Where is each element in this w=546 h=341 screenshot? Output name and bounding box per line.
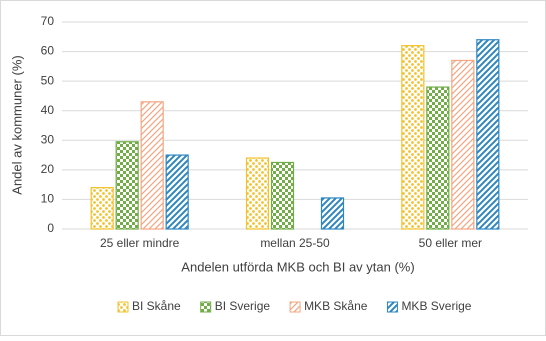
bar xyxy=(451,59,475,230)
bar xyxy=(115,141,139,230)
legend-swatch xyxy=(200,301,212,313)
legend-label: MKB Sverige xyxy=(401,299,471,313)
bar xyxy=(90,187,114,230)
bar xyxy=(245,157,270,230)
legend-label: BI Sverige xyxy=(215,299,271,313)
legend-swatch xyxy=(117,301,129,313)
x-tick-label: mellan 25-50 xyxy=(260,236,330,250)
bar xyxy=(426,86,450,230)
bar xyxy=(140,101,164,230)
x-tick-label: 25 eller mindre xyxy=(100,236,180,250)
legend-swatch xyxy=(289,301,301,313)
bar xyxy=(401,45,425,230)
legend-label: MKB Skåne xyxy=(304,299,368,313)
bar xyxy=(476,39,500,230)
x-tick-label: 50 eller mer xyxy=(419,236,482,250)
y-tick-label: 0 xyxy=(47,221,54,235)
bar xyxy=(165,154,189,230)
y-tick-label: 20 xyxy=(41,162,55,176)
y-tick-label: 10 xyxy=(41,192,55,206)
y-tick-label: 50 xyxy=(41,73,55,87)
y-axis-title: Andel av kommuner (%) xyxy=(9,55,24,194)
legend-swatch xyxy=(386,301,398,313)
y-tick-label: 60 xyxy=(41,44,55,58)
legend-label: BI Skåne xyxy=(132,299,181,313)
y-tick-label: 40 xyxy=(41,103,55,117)
bar xyxy=(320,197,345,230)
y-tick-label: 70 xyxy=(41,14,55,28)
bar xyxy=(270,161,295,230)
x-axis-title: Andelen utförda MKB och BI av ytan (%) xyxy=(181,259,414,274)
y-tick-label: 30 xyxy=(41,132,55,146)
